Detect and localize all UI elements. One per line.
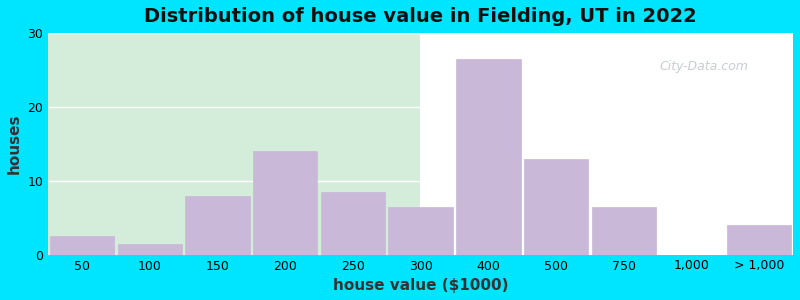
Bar (186, 196, 250, 255)
Text: City-Data.com: City-Data.com (659, 60, 748, 73)
Bar (456, 59, 521, 255)
Bar (524, 159, 588, 255)
Bar (727, 225, 791, 255)
Bar (50, 236, 114, 255)
Title: Distribution of house value in Fielding, UT in 2022: Distribution of house value in Fielding,… (144, 7, 697, 26)
Bar (253, 151, 318, 255)
Bar (321, 192, 385, 255)
X-axis label: house value ($1000): house value ($1000) (333, 278, 508, 293)
Bar (389, 207, 453, 255)
Bar (592, 207, 656, 255)
Bar (118, 244, 182, 255)
Y-axis label: houses: houses (7, 114, 22, 174)
